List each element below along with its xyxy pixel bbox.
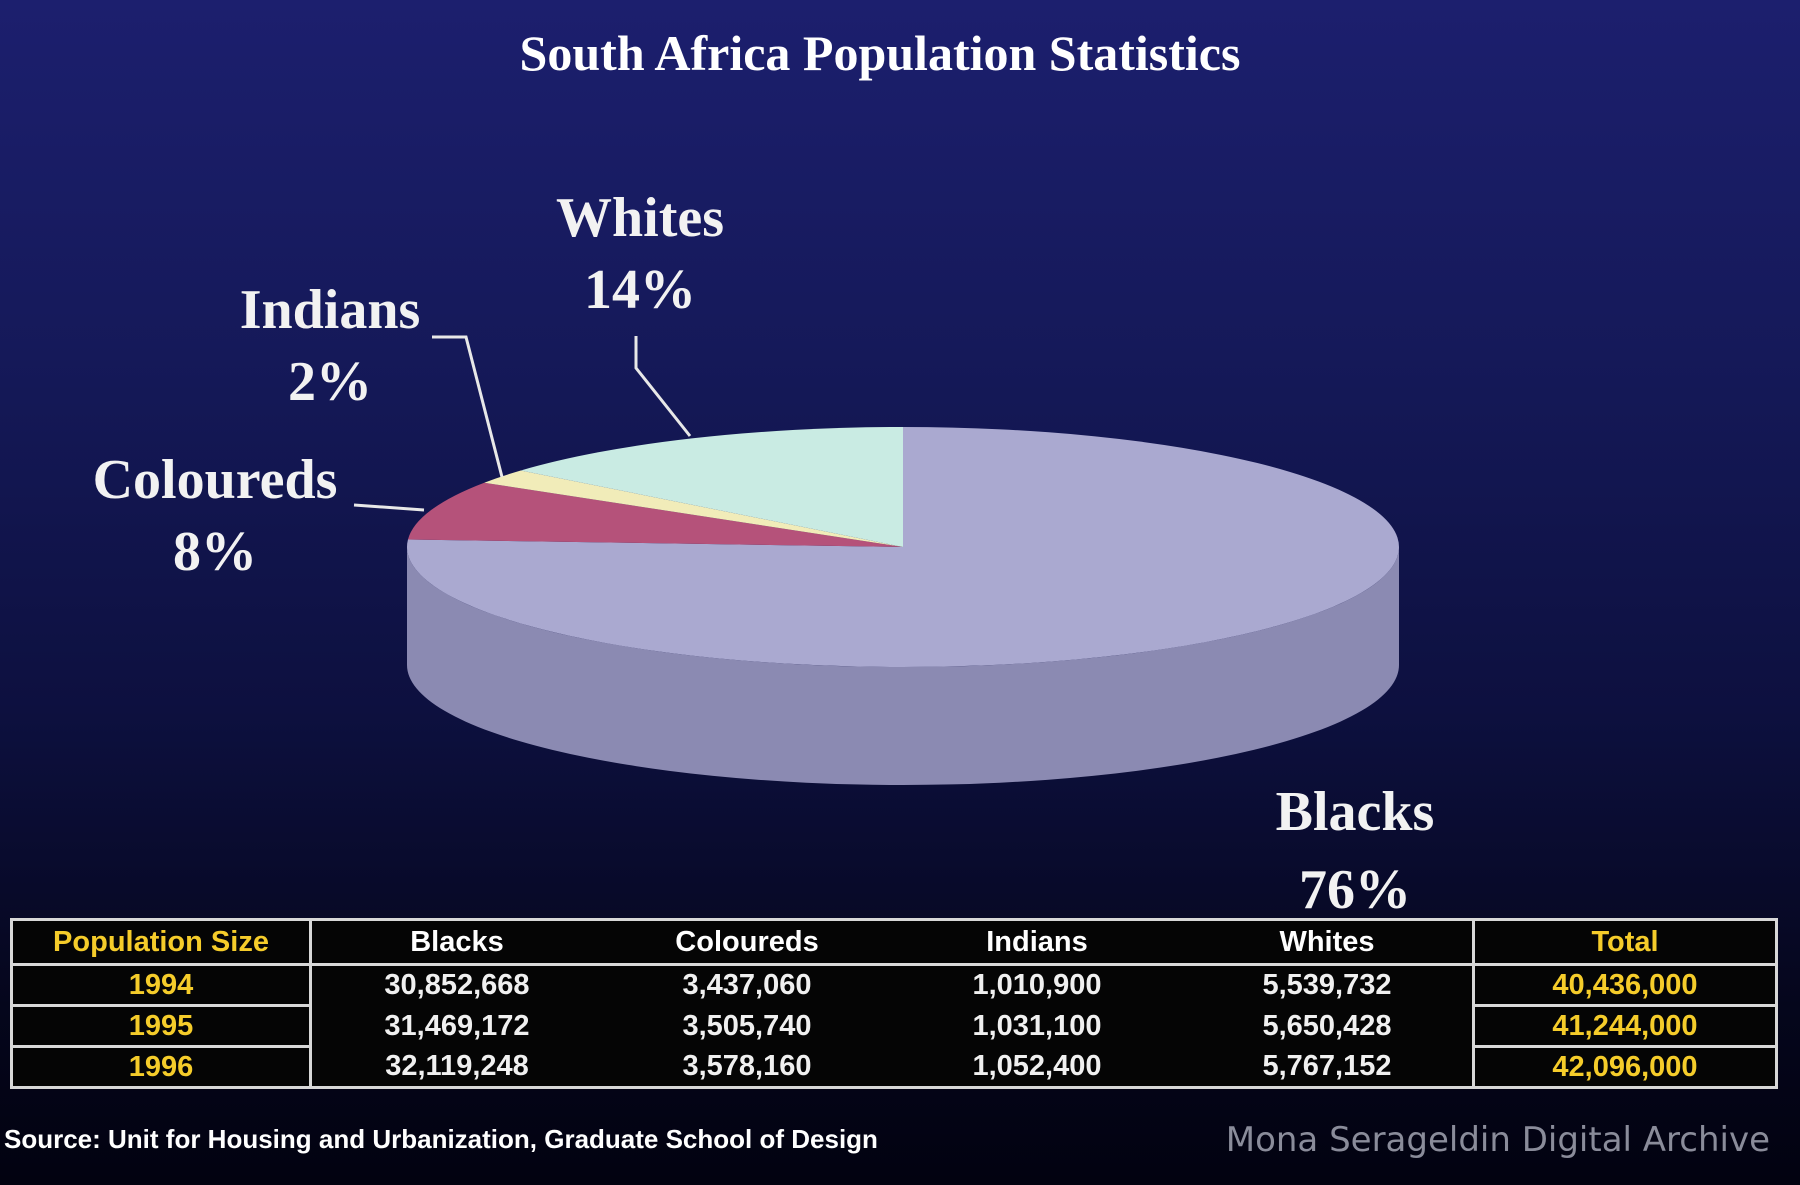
label-whites-name: Whites [556, 187, 724, 249]
cell-year: 1996 [11, 1045, 312, 1088]
label-coloureds-name: Coloureds [92, 449, 338, 511]
header-indians: Indians [892, 919, 1182, 966]
leader-line-whites [634, 336, 692, 437]
header-total: Total [1473, 919, 1777, 966]
pie-slice-coloureds [407, 482, 903, 547]
label-whites: Whites 14% [520, 182, 760, 326]
header-whites: Whites [1182, 919, 1475, 966]
watermark: Mona Serageldin Digital Archive [1225, 1120, 1770, 1160]
pie-slice-blacks [406, 427, 1399, 668]
pie-slice-indians [484, 470, 903, 547]
label-whites-value: 14% [584, 259, 696, 321]
leader-line-indians [432, 335, 504, 478]
cell-whites: 5,767,152 [1182, 1046, 1475, 1088]
label-blacks-name: Blacks [1275, 781, 1435, 843]
header-blacks: Blacks [310, 919, 602, 966]
source-note: Source: Unit for Housing and Urbanizatio… [4, 1124, 878, 1154]
cell-total: 41,244,000 [1473, 1004, 1777, 1047]
header-coloureds: Coloureds [602, 919, 892, 966]
table-row: 1995 31,469,172 3,505,740 1,031,100 5,65… [11, 1004, 1777, 1047]
cell-coloureds: 3,578,160 [682, 1049, 812, 1082]
label-blacks: Blacks 76% [1230, 773, 1480, 929]
pie-side-group [407, 547, 1399, 785]
cell-indians: 1,031,100 [972, 1009, 1102, 1042]
table-row: 1994 30,852,668 3,437,060 1,010,900 5,53… [11, 964, 1777, 1006]
label-coloureds: Coloureds 8% [60, 444, 370, 588]
cell-blacks: 32,119,248 [385, 1049, 529, 1082]
chart-title: South Africa Population Statistics [519, 25, 1241, 81]
cell-whites: 5,650,428 [1182, 1005, 1475, 1047]
leader-line-coloureds [353, 503, 425, 512]
cell-whites: 5,539,732 [1182, 964, 1475, 1006]
header-population-size: Population Size [11, 919, 312, 966]
cell-year: 1994 [11, 964, 312, 1006]
pie-top-group [406, 427, 1399, 668]
label-coloureds-value: 8% [173, 521, 257, 583]
label-indians-name: Indians [239, 279, 421, 341]
cell-total: 42,096,000 [1473, 1045, 1777, 1088]
cell-year: 1995 [11, 1004, 312, 1047]
pie-side-blacks [407, 547, 1399, 785]
cell-indians: 1,010,900 [972, 969, 1102, 1002]
table-header-row: Population Size Blacks Coloureds Indians… [11, 919, 1777, 966]
cell-indians: 1,052,400 [972, 1049, 1102, 1082]
table-row: 1996 32,119,248 3,578,160 1,052,400 5,76… [11, 1045, 1777, 1088]
leader-lines [353, 335, 692, 512]
pie-slice-whites [520, 427, 903, 547]
label-indians-value: 2% [288, 351, 372, 413]
cell-blacks: 30,852,668 [384, 969, 530, 1002]
label-blacks-value: 76% [1299, 859, 1411, 921]
cell-coloureds: 3,505,740 [682, 1009, 812, 1042]
cell-blacks: 31,469,172 [384, 1009, 530, 1042]
population-table: Population Size Blacks Coloureds Indians… [10, 918, 1778, 1089]
cell-total: 40,436,000 [1552, 968, 1698, 1001]
label-indians: Indians 2% [210, 274, 450, 418]
cell-coloureds: 3,437,060 [682, 969, 812, 1002]
